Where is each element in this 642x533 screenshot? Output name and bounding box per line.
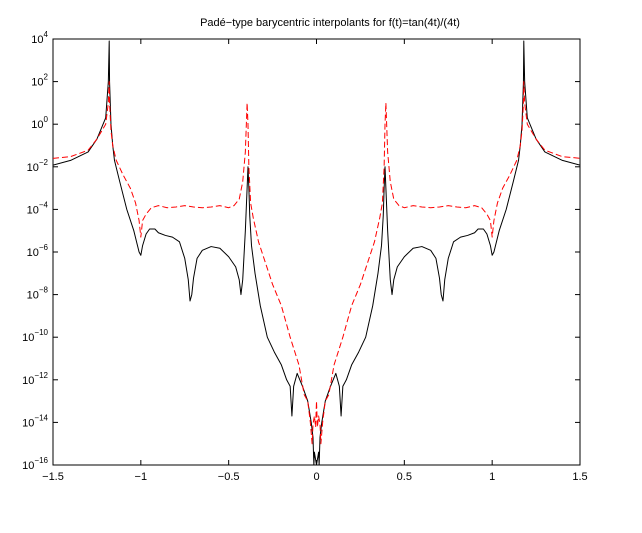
x-tick-label: −1 [135,471,148,483]
y-tick-label: 10−14 [22,413,48,429]
y-tick-label-exponent: −12 [34,371,48,380]
plot-area: −1.5 −1 −0.5 0 0.5 1 1.5 10410210010−210−410−6… [22,30,587,483]
y-tick-label: 100 [31,115,48,131]
x-tick-label: 1.5 [572,471,587,483]
y-tick-label: 104 [31,30,48,46]
y-tick-label-exponent: −10 [34,328,48,337]
y-tick-label: 10−6 [27,243,49,259]
y-tick-label-base: 10 [27,162,39,174]
y-tick-label-base: 10 [31,77,43,89]
series-line-dashed-red [53,81,580,445]
y-tick-label: 10−4 [27,200,49,216]
y-tick-label: 10−16 [22,456,48,472]
y-tick-label-exponent: −16 [34,456,48,465]
y-axis-ticks: 10410210010−210−410−610−810−1010−1210−14… [22,30,580,472]
y-tick-label-base: 10 [27,247,39,259]
series-layer [53,40,580,465]
y-tick-label-exponent: −2 [39,158,49,167]
x-tick-label: −0.5 [218,471,240,483]
y-tick-label-base: 10 [22,375,34,387]
x-tick-label: 1 [489,471,495,483]
y-tick-label-exponent: −4 [39,200,49,209]
y-tick-label-exponent: −14 [34,413,48,422]
y-tick-label-base: 10 [27,290,39,302]
y-tick-label-exponent: −8 [39,286,49,295]
y-tick-label: 10−2 [27,158,49,174]
y-tick-label-exponent: −6 [39,243,49,252]
y-tick-label-exponent: 0 [44,115,49,124]
y-tick-label-base: 10 [31,34,43,46]
y-tick-label-base: 10 [22,332,34,344]
plot-frame [52,38,581,466]
y-tick-label-base: 10 [31,119,43,131]
x-axis-ticks: −1.5 −1 −0.5 0 0.5 1 1.5 [42,39,588,483]
x-tick-label: 0 [313,471,319,483]
y-tick-label-exponent: 2 [44,73,49,82]
y-tick-label-base: 10 [22,460,34,472]
series-line-solid-black [53,40,580,465]
y-tick-label: 10−10 [22,328,48,344]
y-tick-label-base: 10 [27,204,39,216]
x-tick-label: 0.5 [397,471,412,483]
y-tick-label-exponent: 4 [44,30,49,39]
chart-title: Padé−type barycentric interpolants for f… [200,17,460,29]
x-tick-label: −1.5 [42,471,64,483]
y-tick-label-base: 10 [22,417,34,429]
y-tick-label: 102 [31,73,48,89]
y-tick-label: 10−12 [22,371,48,387]
y-tick-label: 10−8 [27,286,49,302]
